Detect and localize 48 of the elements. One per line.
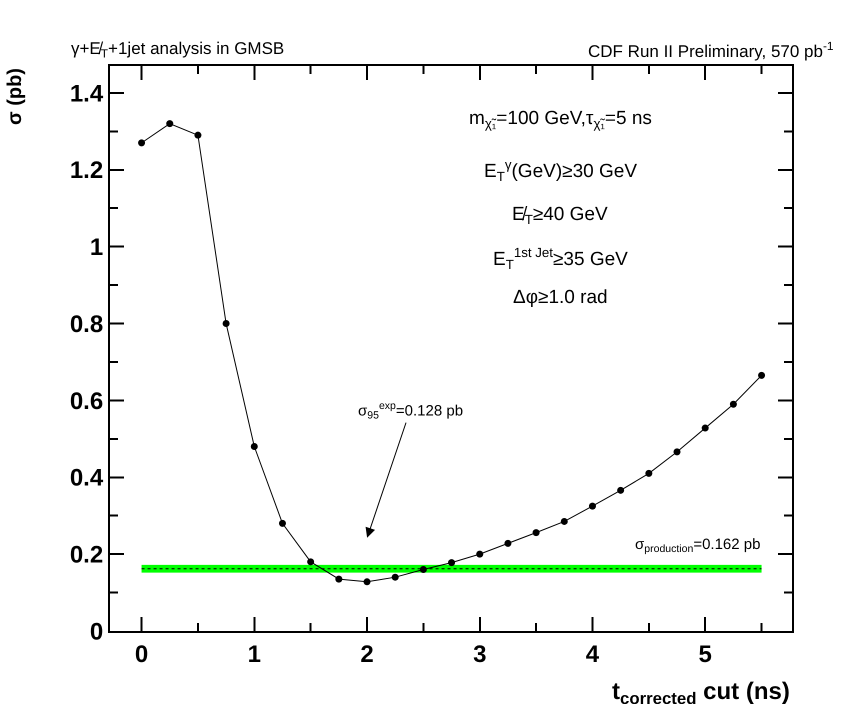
y-tick-label: 0.6	[70, 388, 104, 415]
x-tick-label: 4	[586, 640, 600, 668]
point	[448, 559, 456, 566]
x-tick-label: 3	[473, 640, 486, 668]
y-tick-label: 0.4	[70, 464, 104, 492]
point	[392, 574, 399, 581]
chart-title: γ+E̸$_{T}$+1jet analysis in GMSB	[71, 39, 284, 61]
y-tick-label: 0.2	[70, 542, 104, 569]
x-tick-label: 5	[698, 640, 712, 668]
annotation: E$_{T}$$^{γ}$(GeV)≥30 GeV	[484, 157, 638, 184]
point	[476, 550, 484, 558]
point	[250, 443, 258, 450]
annotation: Δφ≥1.0 rad	[513, 287, 608, 308]
x-axis-title: t$_{corrected}$ cut (ns)	[612, 678, 790, 704]
point	[617, 486, 624, 494]
point	[278, 520, 286, 527]
point	[194, 132, 202, 139]
y-tick-label: 1	[90, 234, 104, 262]
annotation: σ$_{95}$$^{exp}$=0.128 pb	[358, 400, 464, 422]
point	[730, 400, 737, 408]
point	[222, 320, 230, 328]
band-label: σ$_{production}$=0.162 pb	[635, 536, 760, 556]
point	[645, 470, 652, 477]
point	[420, 566, 427, 573]
y-tick-label: 0	[90, 618, 104, 646]
chart-subtitle: CDF Run II Preliminary, 570 pb$^{-1}$	[588, 39, 834, 62]
y-tick-label: 1.2	[70, 157, 104, 184]
point	[674, 448, 681, 456]
annotation: E̸$_{T}$≥40 GeV	[512, 204, 608, 227]
x-tick-label: 1	[248, 640, 261, 668]
point	[335, 576, 342, 583]
x-tick-label: 0	[134, 640, 148, 668]
point	[307, 558, 314, 566]
point	[504, 540, 512, 547]
point	[138, 139, 146, 146]
y-tick-label: 0.8	[70, 310, 104, 338]
point	[532, 529, 540, 536]
annotation: E$_{T}$$^{1st Jet}$≥35 GeV	[493, 245, 628, 272]
point	[166, 120, 174, 128]
point	[758, 372, 766, 379]
annotation: m$_{χ̃₁}$=100 GeV,τ$_{χ̃₁}$=5 ns	[469, 108, 652, 131]
point	[364, 578, 371, 586]
point	[588, 502, 596, 510]
point	[560, 518, 568, 525]
x-tick-label: 2	[360, 640, 374, 668]
y-axis-title: σ (pb)	[4, 68, 26, 126]
point	[702, 424, 709, 432]
y-tick-label: 1.4	[70, 80, 104, 108]
